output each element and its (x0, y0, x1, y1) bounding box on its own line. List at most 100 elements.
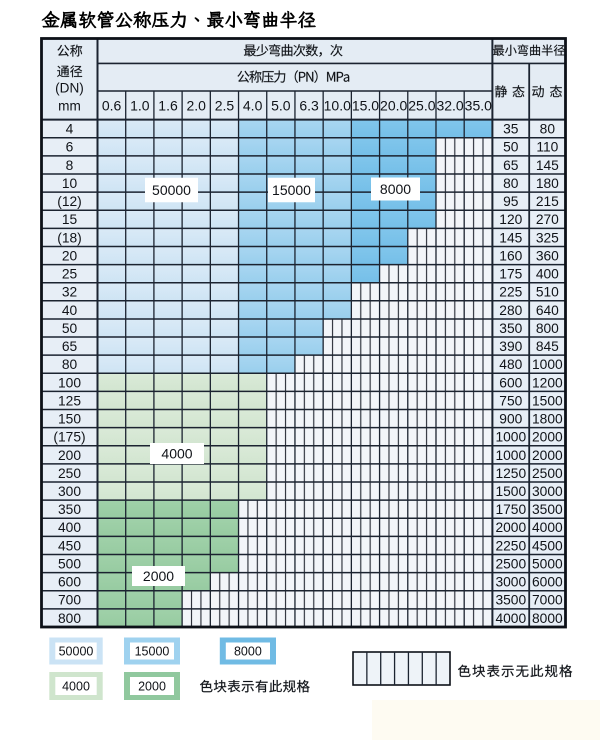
svg-text:1000: 1000 (532, 357, 563, 372)
svg-text:4: 4 (66, 122, 74, 137)
svg-text:4000: 4000 (161, 446, 192, 462)
svg-text:800: 800 (58, 611, 81, 626)
svg-text:1750: 1750 (495, 502, 526, 517)
svg-text:2000: 2000 (532, 430, 563, 445)
svg-text:4000: 4000 (62, 680, 90, 694)
svg-text:145: 145 (499, 230, 522, 245)
svg-text:1250: 1250 (495, 466, 526, 481)
svg-text:65: 65 (62, 339, 78, 354)
svg-text:8000: 8000 (380, 181, 411, 197)
svg-text:(175): (175) (53, 430, 85, 445)
svg-text:5.0: 5.0 (271, 97, 291, 113)
svg-text:(18): (18) (57, 230, 82, 245)
svg-text:120: 120 (499, 212, 522, 227)
svg-text:8: 8 (66, 158, 74, 173)
svg-text:80: 80 (62, 357, 78, 372)
svg-text:160: 160 (499, 248, 522, 263)
svg-text:4500: 4500 (532, 538, 563, 553)
svg-text:1000: 1000 (495, 430, 526, 445)
svg-text:10.0: 10.0 (324, 97, 351, 113)
svg-text:8000: 8000 (532, 611, 563, 626)
svg-text:1000: 1000 (495, 448, 526, 463)
svg-text:10: 10 (62, 176, 78, 191)
svg-text:25: 25 (62, 267, 78, 282)
svg-text:80: 80 (503, 176, 519, 191)
svg-text:2000: 2000 (143, 568, 174, 584)
svg-text:1500: 1500 (495, 484, 526, 499)
svg-text:3500: 3500 (532, 502, 563, 517)
svg-text:350: 350 (499, 321, 522, 336)
svg-text:2.5: 2.5 (215, 97, 235, 113)
svg-text:7000: 7000 (532, 593, 563, 608)
svg-text:2500: 2500 (532, 466, 563, 481)
svg-text:2.0: 2.0 (186, 97, 206, 113)
svg-text:510: 510 (536, 285, 559, 300)
svg-text:400: 400 (58, 520, 81, 535)
svg-text:900: 900 (499, 412, 522, 427)
svg-text:2000: 2000 (532, 448, 563, 463)
svg-text:15000: 15000 (135, 645, 170, 659)
svg-text:6: 6 (66, 140, 74, 155)
svg-text:35.0: 35.0 (465, 97, 492, 113)
svg-text:20: 20 (62, 248, 78, 263)
svg-text:500: 500 (58, 556, 81, 571)
svg-text:25.0: 25.0 (408, 97, 435, 113)
svg-text:1500: 1500 (532, 393, 563, 408)
svg-text:180: 180 (536, 176, 559, 191)
svg-text:95: 95 (503, 194, 519, 209)
svg-text:325: 325 (536, 230, 559, 245)
svg-text:50000: 50000 (59, 645, 94, 659)
svg-text:4.0: 4.0 (243, 97, 263, 113)
svg-text:450: 450 (58, 538, 81, 553)
svg-text:50: 50 (503, 140, 519, 155)
svg-text:40: 40 (62, 303, 78, 318)
svg-text:3500: 3500 (495, 593, 526, 608)
svg-text:2000: 2000 (495, 520, 526, 535)
svg-text:15000: 15000 (272, 182, 311, 198)
svg-text:32: 32 (62, 285, 77, 300)
svg-text:mm: mm (58, 99, 81, 114)
svg-text:390: 390 (499, 339, 522, 354)
svg-text:4000: 4000 (532, 520, 563, 535)
svg-text:700: 700 (58, 593, 81, 608)
svg-text:600: 600 (58, 575, 81, 590)
svg-text:250: 250 (58, 466, 81, 481)
svg-text:350: 350 (58, 502, 81, 517)
svg-text:150: 150 (58, 412, 81, 427)
svg-text:2000: 2000 (138, 680, 166, 694)
svg-text:15.0: 15.0 (352, 97, 379, 113)
svg-text:600: 600 (499, 375, 522, 390)
svg-text:0.6: 0.6 (102, 97, 122, 113)
svg-text:100: 100 (58, 375, 81, 390)
svg-text:800: 800 (536, 321, 559, 336)
svg-text:270: 270 (536, 212, 559, 227)
svg-text:4000: 4000 (495, 611, 526, 626)
svg-text:3000: 3000 (495, 575, 526, 590)
svg-text:845: 845 (536, 339, 559, 354)
svg-text:200: 200 (58, 448, 81, 463)
svg-text:1.6: 1.6 (158, 97, 178, 113)
svg-text:1.0: 1.0 (130, 97, 150, 113)
svg-text:360: 360 (536, 248, 559, 263)
svg-text:6000: 6000 (532, 575, 563, 590)
svg-text:2250: 2250 (495, 538, 526, 553)
svg-text:480: 480 (499, 357, 522, 372)
svg-text:(DN): (DN) (55, 80, 84, 95)
svg-text:1800: 1800 (532, 412, 563, 427)
svg-text:750: 750 (499, 393, 522, 408)
svg-text:300: 300 (58, 484, 81, 499)
svg-text:50000: 50000 (152, 182, 191, 198)
svg-text:175: 175 (499, 267, 522, 282)
svg-text:(12): (12) (57, 194, 82, 209)
svg-text:3000: 3000 (532, 484, 563, 499)
svg-text:225: 225 (499, 285, 522, 300)
svg-text:80: 80 (540, 122, 556, 137)
svg-text:280: 280 (499, 303, 522, 318)
svg-text:2500: 2500 (495, 556, 526, 571)
svg-text:1200: 1200 (532, 375, 563, 390)
svg-text:32.0: 32.0 (436, 97, 463, 113)
svg-text:35: 35 (503, 122, 519, 137)
svg-text:400: 400 (536, 267, 559, 282)
svg-text:125: 125 (58, 393, 81, 408)
svg-text:215: 215 (536, 194, 559, 209)
